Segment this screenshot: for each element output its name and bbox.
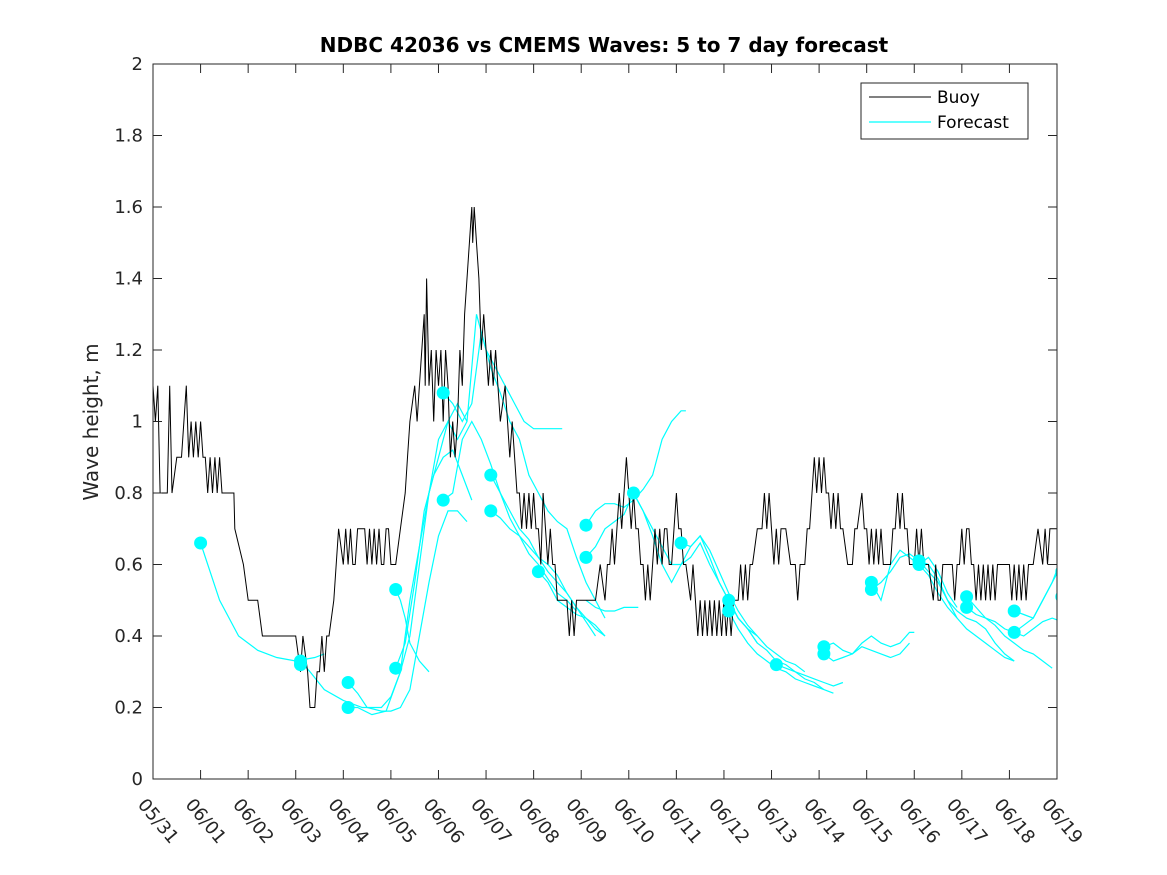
y-tick-label: 0.4 — [114, 626, 143, 647]
forecast-start-marker — [341, 701, 355, 714]
forecast-start-marker — [579, 518, 593, 532]
forecast-start-marker — [960, 600, 974, 614]
forecast-run-line — [1013, 568, 1057, 619]
forecast-run-line — [347, 510, 468, 712]
forecast-start-marker — [912, 558, 926, 571]
forecast-run-line — [823, 631, 915, 655]
y-tick-label: 0.2 — [114, 698, 143, 719]
forecast-start-marker — [484, 468, 498, 482]
forecast-start-marker — [389, 583, 403, 596]
forecast-start-marker — [341, 676, 355, 689]
legend-box — [860, 82, 1029, 140]
forecast-run-line — [442, 331, 606, 619]
y-tick-label: 2 — [132, 54, 143, 75]
forecast-run-line — [966, 596, 1053, 669]
buoy-line — [153, 206, 1057, 708]
forecast-run-line — [1013, 572, 1057, 633]
legend: Buoy Forecast — [860, 82, 1029, 140]
forecast-run-line — [348, 314, 563, 716]
forecast-start-marker — [436, 386, 450, 400]
forecast-run-line — [918, 564, 1015, 662]
forecast-start-marker — [674, 536, 688, 550]
forecast-run-line — [728, 610, 834, 694]
forecast-start-marker — [294, 654, 307, 668]
forecast-run-line — [200, 542, 325, 662]
forecast-start-marker — [436, 493, 450, 507]
forecast-start-marker — [389, 661, 403, 675]
forecast-run-line — [680, 534, 806, 673]
y-tick-label: 0.8 — [114, 483, 143, 504]
forecast-run-line — [537, 571, 606, 637]
forecast-start-marker — [722, 593, 736, 607]
forecast-start-marker — [579, 550, 593, 564]
plot-area — [153, 206, 1057, 716]
y-tick-label: 1.8 — [114, 126, 143, 147]
series-group — [153, 206, 1057, 716]
forecast-start-marker — [531, 565, 545, 579]
legend-buoy-label: Buoy — [937, 88, 980, 108]
forecast-start-marker — [817, 647, 831, 661]
y-tick-label: 1.4 — [114, 269, 143, 290]
y-tick-label: 1.6 — [114, 197, 143, 218]
forecast-start-marker — [722, 604, 736, 618]
forecast-start-marker — [1007, 625, 1021, 639]
y-tick-label: 1.2 — [114, 340, 143, 361]
forecast-start-marker — [194, 536, 208, 550]
forecast-run-line — [776, 664, 844, 687]
forecast-run-line — [490, 510, 577, 612]
y-axis-label: Wave height, m — [79, 343, 103, 500]
y-tick-label: 1 — [132, 412, 143, 433]
forecast-start-marker — [1007, 604, 1021, 618]
forecast-start-marker — [769, 658, 783, 672]
forecast-start-marker — [484, 504, 498, 518]
forecast-start-marker — [960, 590, 974, 604]
forecast-start-marker — [864, 583, 878, 596]
forecast-run-line — [585, 599, 639, 612]
legend-forecast-label: Forecast — [937, 113, 1009, 133]
forecast-run-line — [395, 449, 473, 669]
y-tick-label: 0 — [132, 769, 143, 790]
forecast-run-line — [823, 642, 910, 662]
forecast-start-marker — [627, 486, 640, 500]
chart-title: NDBC 42036 vs CMEMS Waves: 5 to 7 day fo… — [320, 33, 889, 57]
y-tick-label: 0.6 — [114, 555, 143, 576]
